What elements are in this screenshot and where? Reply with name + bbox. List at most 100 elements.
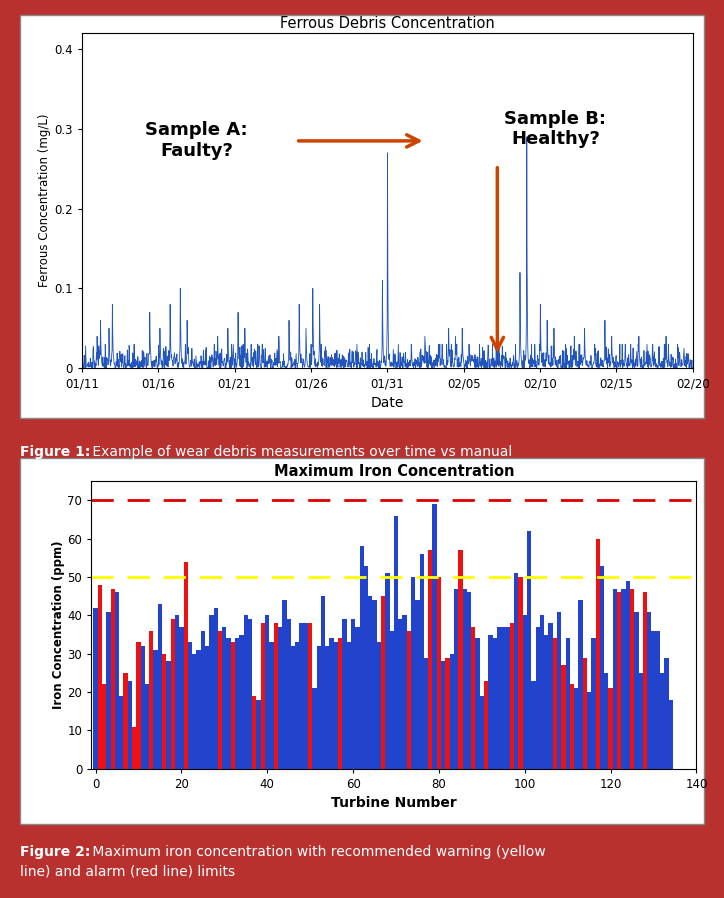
Bar xyxy=(102,684,106,769)
Bar xyxy=(321,596,325,769)
Bar xyxy=(227,638,231,769)
Bar xyxy=(171,620,175,769)
Bar xyxy=(334,642,338,769)
Bar xyxy=(106,612,111,769)
Bar xyxy=(235,638,240,769)
Text: Sample B:
Healthy?: Sample B: Healthy? xyxy=(505,110,607,148)
Bar xyxy=(578,600,583,769)
Bar xyxy=(119,696,123,769)
Bar xyxy=(372,600,376,769)
Bar xyxy=(424,657,428,769)
Bar xyxy=(505,627,510,769)
Bar xyxy=(183,562,188,769)
Bar xyxy=(282,600,287,769)
Bar xyxy=(639,673,643,769)
Bar xyxy=(450,654,454,769)
Bar xyxy=(394,515,398,769)
Text: Maximum iron concentration with recommended warning (yellow: Maximum iron concentration with recommen… xyxy=(88,845,545,859)
Bar xyxy=(643,593,647,769)
Bar xyxy=(587,692,592,769)
Bar xyxy=(98,585,102,769)
Bar xyxy=(552,638,557,769)
Bar xyxy=(561,665,565,769)
Bar xyxy=(132,726,136,769)
Bar xyxy=(596,539,600,769)
Bar xyxy=(476,638,480,769)
Bar xyxy=(127,681,132,769)
Bar xyxy=(523,615,527,769)
Bar xyxy=(209,615,214,769)
Bar xyxy=(385,573,390,769)
Bar xyxy=(411,577,416,769)
Bar xyxy=(274,623,278,769)
Bar xyxy=(398,620,403,769)
Bar xyxy=(416,600,420,769)
Bar xyxy=(605,673,608,769)
Bar xyxy=(368,596,372,769)
Bar xyxy=(665,657,668,769)
Bar xyxy=(467,593,471,769)
Bar xyxy=(308,623,312,769)
Bar xyxy=(140,646,145,769)
Bar xyxy=(111,588,115,769)
Bar xyxy=(192,654,196,769)
Bar xyxy=(360,547,363,769)
Bar xyxy=(647,612,652,769)
Bar xyxy=(347,642,351,769)
Bar xyxy=(463,588,467,769)
Bar xyxy=(145,684,149,769)
Bar xyxy=(256,700,261,769)
Bar xyxy=(540,615,544,769)
Bar xyxy=(484,681,488,769)
Bar xyxy=(432,505,437,769)
Bar xyxy=(300,623,303,769)
Bar xyxy=(338,638,342,769)
Bar xyxy=(201,630,205,769)
Bar xyxy=(626,581,630,769)
Bar xyxy=(363,566,368,769)
Text: Figure 1:: Figure 1: xyxy=(20,445,91,459)
Bar xyxy=(437,577,441,769)
Bar xyxy=(441,662,445,769)
Bar xyxy=(514,573,518,769)
Bar xyxy=(454,588,458,769)
Bar xyxy=(136,642,140,769)
Bar xyxy=(214,608,218,769)
Bar xyxy=(548,623,552,769)
Bar xyxy=(295,642,300,769)
Bar xyxy=(617,593,621,769)
Bar xyxy=(167,662,171,769)
Text: sampling: sampling xyxy=(20,465,84,480)
Bar xyxy=(316,646,321,769)
Bar xyxy=(196,650,201,769)
Bar xyxy=(261,623,265,769)
Bar xyxy=(240,635,243,769)
Bar xyxy=(93,608,98,769)
Bar xyxy=(376,642,381,769)
Bar xyxy=(592,638,596,769)
Bar xyxy=(420,554,424,769)
Bar xyxy=(248,620,252,769)
Bar xyxy=(501,627,505,769)
Bar xyxy=(557,612,561,769)
Bar xyxy=(351,620,355,769)
Bar xyxy=(668,700,673,769)
Bar xyxy=(536,627,540,769)
Text: line) and alarm (red line) limits: line) and alarm (red line) limits xyxy=(20,865,235,879)
Bar xyxy=(570,684,574,769)
Bar xyxy=(660,673,665,769)
Bar xyxy=(355,627,360,769)
Bar xyxy=(492,638,497,769)
Bar xyxy=(162,654,167,769)
Bar xyxy=(278,627,282,769)
Bar xyxy=(252,696,256,769)
Bar xyxy=(158,604,162,769)
Bar xyxy=(342,620,347,769)
Bar xyxy=(291,646,295,769)
Bar xyxy=(531,681,536,769)
Bar xyxy=(123,673,127,769)
Bar xyxy=(544,635,548,769)
Bar xyxy=(630,588,634,769)
Bar xyxy=(510,623,514,769)
X-axis label: Date: Date xyxy=(371,396,404,409)
